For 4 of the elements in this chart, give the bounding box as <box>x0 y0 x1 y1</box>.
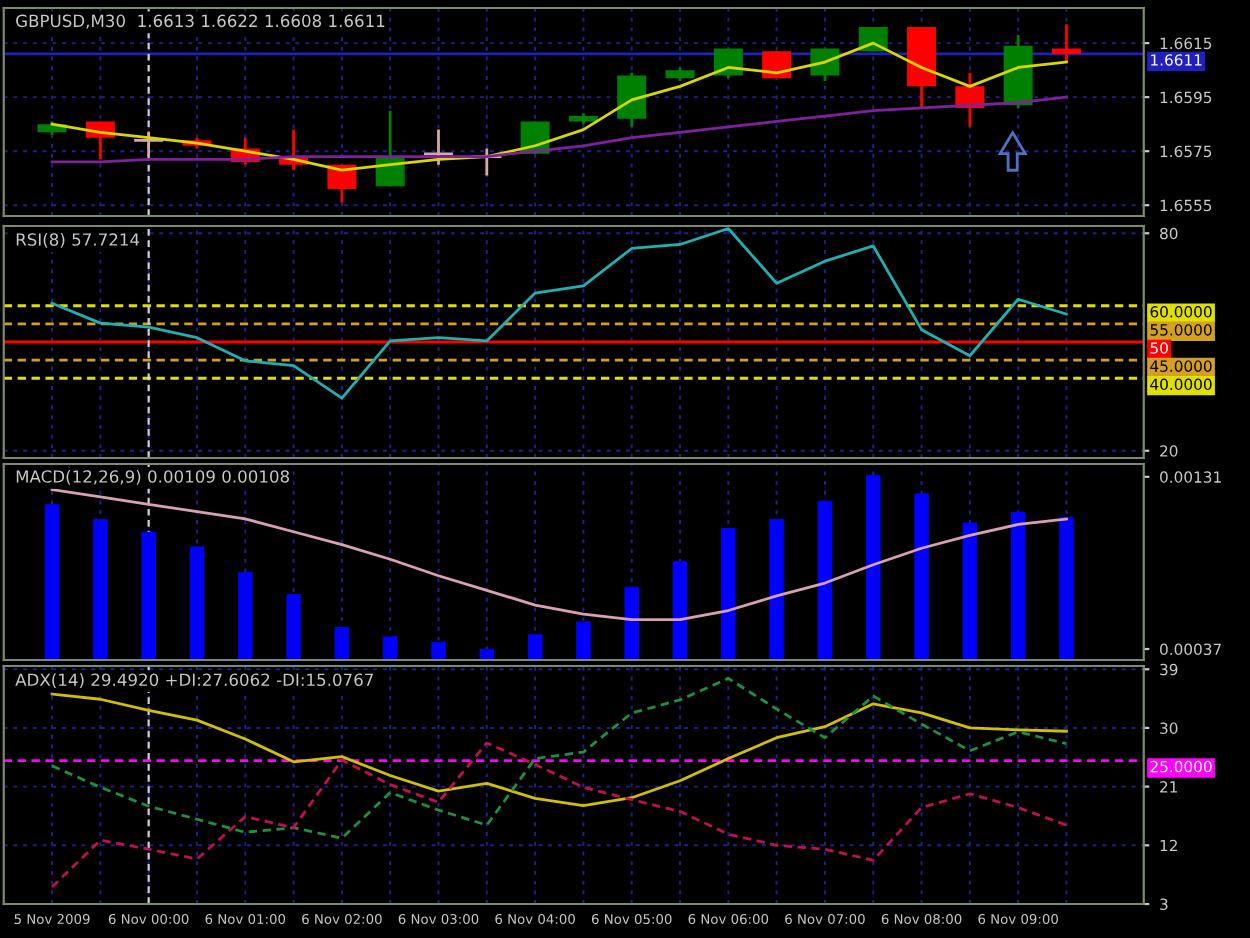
chart-title: MACD(12,26,9) 0.00109 0.00108 <box>16 469 290 485</box>
chart-title: RSI(8) 57.7214 <box>16 232 140 248</box>
chart-title: ADX(14) 29.4920 +DI:27.6062 -DI:15.0767 <box>15 673 373 688</box>
chart-title: GBPUSD,M30 1.6613 1.6622 1.6608 1.6611 <box>16 14 385 29</box>
